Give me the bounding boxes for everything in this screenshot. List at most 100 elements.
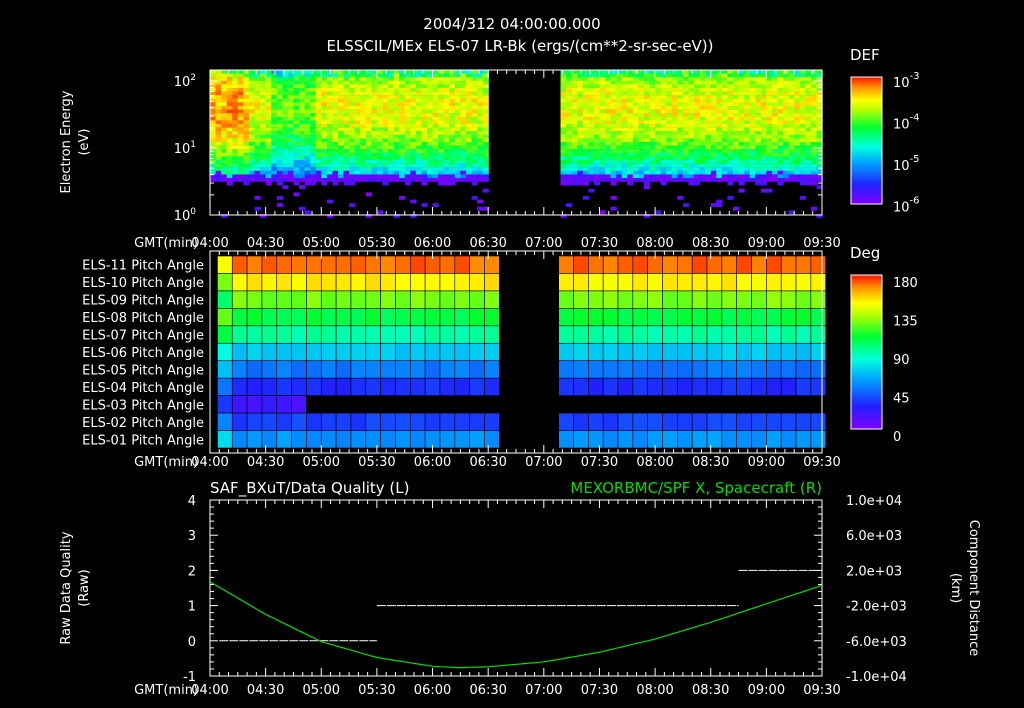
spectrogram-cell xyxy=(215,98,222,103)
spectrogram-cell xyxy=(337,109,345,114)
pitch-angle-cell xyxy=(632,412,648,431)
spectrogram-cell xyxy=(788,156,795,161)
pitch-angle-cell xyxy=(558,290,574,309)
pitch-angle-cell xyxy=(276,395,292,414)
pitch-angle-cell xyxy=(484,325,500,344)
spectrogram-cell xyxy=(744,88,751,92)
pitch-angle-cell xyxy=(677,430,693,449)
spectrogram-cell xyxy=(215,120,222,125)
spectrogram-cell xyxy=(287,70,295,74)
spectrogram-cell xyxy=(254,127,261,132)
spectrogram-cell xyxy=(343,98,350,103)
spectrogram-cell xyxy=(454,106,461,110)
pitch-angle-cell xyxy=(780,412,797,431)
spectrogram-cell xyxy=(560,142,567,146)
spectrogram-cell xyxy=(315,174,322,179)
spectrogram-cell xyxy=(460,160,467,164)
spectrogram-cell xyxy=(232,120,239,125)
spectrogram-cell xyxy=(805,116,812,121)
spectrogram-cell xyxy=(682,160,690,164)
spectrogram-cell xyxy=(721,163,729,168)
spectrogram-cell xyxy=(593,77,601,81)
spectrogram-cell xyxy=(349,73,356,78)
spectrogram-cell xyxy=(376,124,384,128)
spectrogram-cell xyxy=(243,116,250,121)
spectrogram-cell xyxy=(671,77,678,81)
spectrogram-cell xyxy=(410,142,417,146)
spectrogram-cell xyxy=(426,134,434,139)
spectrogram-cell xyxy=(610,91,617,96)
spectrogram-cell xyxy=(771,142,779,146)
spectrogram-cell xyxy=(710,149,717,153)
spectrogram-cell xyxy=(299,106,306,110)
spectrogram-cell xyxy=(415,142,423,146)
spectrogram-cell xyxy=(571,145,578,150)
spectrogram-cell xyxy=(243,84,250,89)
pitch-angle-cell xyxy=(469,325,485,344)
spectrogram-cell xyxy=(705,95,712,99)
spectrogram-cell xyxy=(248,149,256,153)
spectrogram-cell xyxy=(287,73,295,78)
spectrogram-cell xyxy=(666,113,673,117)
pitch-angle-cell xyxy=(810,360,827,379)
spectrogram-cell xyxy=(449,134,456,139)
spectrogram-cell xyxy=(716,91,723,96)
spectrogram-cell xyxy=(232,77,239,81)
spectrogram-cell xyxy=(315,145,322,150)
spectrogram-cell xyxy=(732,170,740,175)
spectrogram-cell xyxy=(443,174,450,179)
spectrogram-cell xyxy=(605,106,612,110)
spectrogram-cell xyxy=(482,138,489,143)
spectrogram-cell xyxy=(616,116,623,121)
spectrogram-cell xyxy=(771,116,779,121)
spectrogram-cell xyxy=(593,80,601,85)
spectrogram-cell xyxy=(454,178,461,182)
spectrogram-cell xyxy=(571,160,578,164)
pitch-angle-cell xyxy=(469,255,485,274)
spectrogram-cell xyxy=(660,152,667,157)
spectrogram-cell xyxy=(788,149,795,153)
spectrogram-cell xyxy=(755,134,762,139)
spectrogram-cell xyxy=(293,109,300,114)
spectrogram-cell xyxy=(438,109,445,114)
spectrogram-cell xyxy=(443,142,450,146)
spectrogram-cell xyxy=(243,178,250,182)
spectrogram-cell xyxy=(605,109,612,114)
spectrogram-cell xyxy=(404,138,411,143)
pitch-angle-cell xyxy=(662,273,678,292)
spectrogram-cell xyxy=(760,98,767,103)
spectrogram-cell xyxy=(226,95,233,99)
energy-tick-exponent: 2 xyxy=(190,73,196,83)
spectrogram-cell xyxy=(432,167,439,171)
spectrogram-cell xyxy=(777,88,784,92)
pitch-angle-cell xyxy=(617,273,634,292)
pitch-angle-cell xyxy=(231,360,248,379)
spectrogram-cell xyxy=(393,109,400,114)
spectrogram-cell xyxy=(237,102,245,107)
spectrogram-cell xyxy=(438,145,445,150)
spectrogram-cell xyxy=(410,134,417,139)
spectrogram-cell xyxy=(777,127,784,132)
pitch-angle-cell xyxy=(617,377,634,396)
spectrogram-cell xyxy=(632,116,640,121)
spectrogram-cell xyxy=(788,102,795,107)
spf-x-title: MEXORBMC/SPF X, Spacecraft (R) xyxy=(570,479,822,497)
spectrogram-cell xyxy=(605,116,612,121)
spectrogram-cell xyxy=(749,120,756,125)
spectrogram-cell xyxy=(282,70,289,74)
spectrogram-cell xyxy=(265,113,272,117)
spectrogram-cell xyxy=(727,131,734,135)
spectrogram-cell xyxy=(304,181,311,186)
spectrogram-cell xyxy=(354,88,361,92)
spectrogram-cell xyxy=(688,127,695,132)
spectrogram-cell xyxy=(332,178,339,182)
spectrogram-cell xyxy=(799,109,806,114)
spectrogram-cell xyxy=(315,120,322,125)
spectrogram-cell xyxy=(349,163,356,168)
pitch-angle-cell xyxy=(558,342,574,362)
spectrogram-cell xyxy=(682,77,690,81)
pitch-angle-cell xyxy=(810,430,827,449)
spectrogram-cell xyxy=(310,91,317,96)
pitch-angle-cell xyxy=(365,325,381,344)
spectrogram-cell xyxy=(810,163,818,168)
